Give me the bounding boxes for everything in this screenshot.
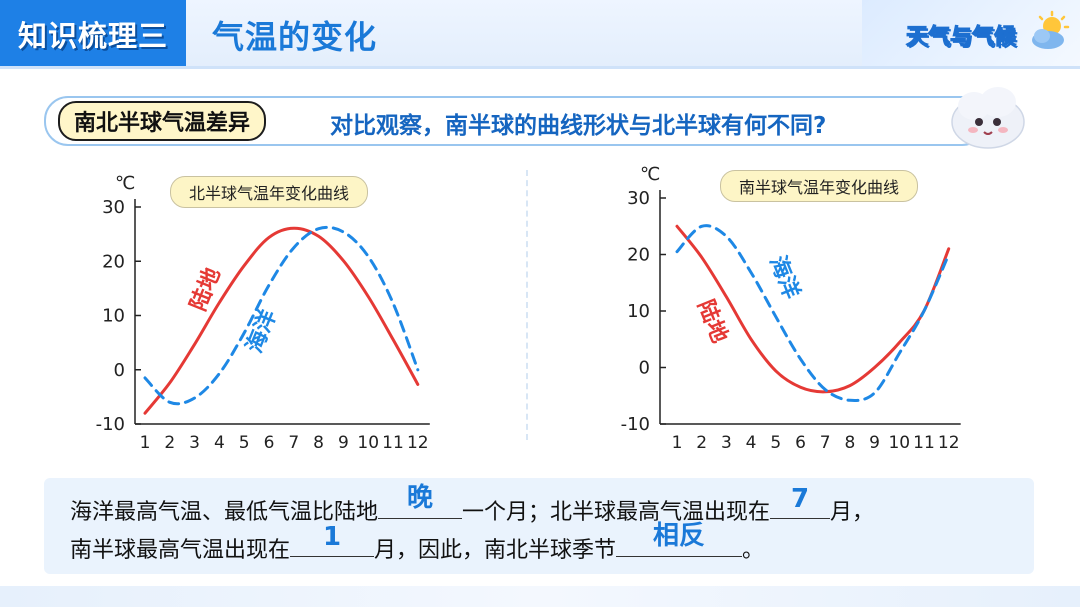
x-tick-label: 2 — [696, 433, 707, 453]
footer-strip — [0, 586, 1080, 607]
y-tick-label: 0 — [639, 358, 650, 379]
x-tick-label: 12 — [407, 433, 429, 453]
x-tick-label: 9 — [869, 433, 880, 453]
x-tick-label: 2 — [164, 433, 175, 453]
y-unit-label: ℃ — [115, 173, 135, 194]
series-line-land — [675, 224, 951, 394]
x-tick-label: 10 — [888, 433, 910, 453]
answer-value: 相反 — [653, 521, 706, 551]
y-tick-label: 20 — [102, 251, 125, 272]
x-tick-label: 5 — [239, 433, 250, 453]
page-title: 气温的变化 — [212, 18, 378, 56]
y-tick-label: 10 — [102, 306, 125, 327]
y-tick-label: 10 — [627, 301, 650, 322]
x-tick-label: 4 — [214, 433, 225, 453]
x-tick-label: 3 — [189, 433, 200, 453]
brand-area: 天气与气候 — [862, 0, 1080, 68]
x-tick-label: 4 — [746, 433, 757, 453]
answer-text: 海洋最高气温、最低气温比陆地 — [70, 500, 379, 525]
series-line-ocean — [143, 225, 420, 406]
x-tick-label: 1 — [140, 433, 151, 453]
section-badge-label: 知识梳理三 — [17, 19, 168, 53]
answer-blank[interactable]: 相反 — [616, 521, 743, 557]
x-tick-label: 10 — [357, 433, 379, 453]
x-tick-label: 11 — [382, 433, 404, 453]
answer-value: 晚 — [407, 483, 434, 513]
answer-box: 海洋最高气温、最低气温比陆地 晚一个月；北半球最高气温出现在 7 月， 南半球最高气温… — [44, 478, 1034, 574]
y-unit-label: ℃ — [640, 164, 660, 185]
series-line-ocean — [675, 224, 951, 402]
y-tick-label: 20 — [627, 245, 650, 266]
y-tick-label: 0 — [114, 360, 125, 381]
southern-hemisphere-chart: ℃ 30 20 10 0 -10 1 2 3 4 5 6 7 8 9 10 11 12 陆地 海洋 南半球气温年变化曲… — [600, 162, 980, 462]
cloud-mascot-icon — [951, 87, 1025, 149]
answer-line-2: 南半球最高气温出现在 1 月，因此，南北半球季节 相反。 — [70, 521, 765, 564]
series-label: 陆地 — [692, 296, 732, 346]
northern-chart-title: 北半球气温年变化曲线 — [170, 176, 369, 208]
x-tick-label: 12 — [938, 433, 960, 453]
y-tick-label: 30 — [627, 188, 650, 209]
x-tick-label: 1 — [672, 433, 683, 453]
header-divider — [0, 66, 1080, 69]
answer-blank[interactable]: 1 — [290, 522, 375, 557]
answer-text: 月，因此，南北半球季节 — [374, 538, 617, 563]
series-line-land — [143, 226, 420, 415]
sun-cloud-icon — [1032, 10, 1070, 49]
x-tick-label: 7 — [820, 433, 831, 453]
series-label: 海洋 — [241, 306, 282, 357]
y-tick-label: -10 — [96, 414, 125, 435]
series-label: 海洋 — [764, 252, 805, 303]
x-tick-label: 7 — [288, 433, 299, 453]
y-tick-label: 30 — [102, 197, 125, 218]
y-tick-label: -10 — [621, 414, 650, 435]
answer-text: 。 — [742, 538, 765, 563]
question-tag: 南北半球气温差异 — [58, 101, 267, 141]
question-bar: 南北半球气温差异 对比观察，南半球的曲线形状与北半球有何不同? — [44, 96, 986, 146]
answer-blank[interactable]: 7 — [770, 484, 831, 519]
southern-chart-title: 南半球气温年变化曲线 — [720, 170, 919, 202]
x-tick-label: 6 — [795, 433, 806, 453]
answer-value: 7 — [790, 484, 810, 514]
x-tick-label: 6 — [264, 433, 275, 453]
series-label: 陆地 — [186, 264, 226, 314]
x-tick-label: 8 — [844, 433, 855, 453]
answer-value: 1 — [322, 522, 342, 552]
question-text: 对比观察，南半球的曲线形状与北半球有何不同? — [330, 113, 827, 139]
x-tick-label: 5 — [770, 433, 781, 453]
answer-text: 月， — [830, 500, 875, 525]
answer-blank[interactable]: 晚 — [378, 483, 463, 519]
chart-divider — [526, 170, 528, 440]
answer-text: 南半球最高气温出现在 — [70, 538, 291, 563]
section-badge: 知识梳理三 — [0, 0, 186, 68]
x-tick-label: 8 — [313, 433, 324, 453]
x-tick-label: 11 — [913, 433, 935, 453]
answer-line-1: 海洋最高气温、最低气温比陆地 晚一个月；北半球最高气温出现在 7 月， — [70, 483, 875, 526]
x-tick-label: 9 — [338, 433, 349, 453]
brand-label: 天气与气候 — [905, 25, 1017, 51]
x-tick-label: 3 — [721, 433, 732, 453]
answer-text: 一个月；北半球最高气温出现在 — [462, 500, 771, 525]
northern-hemisphere-chart: ℃ 30 20 10 0 -10 1 2 3 4 5 6 7 8 9 10 11 12 陆地 海洋 北半球气温年变化曲… — [80, 162, 460, 462]
